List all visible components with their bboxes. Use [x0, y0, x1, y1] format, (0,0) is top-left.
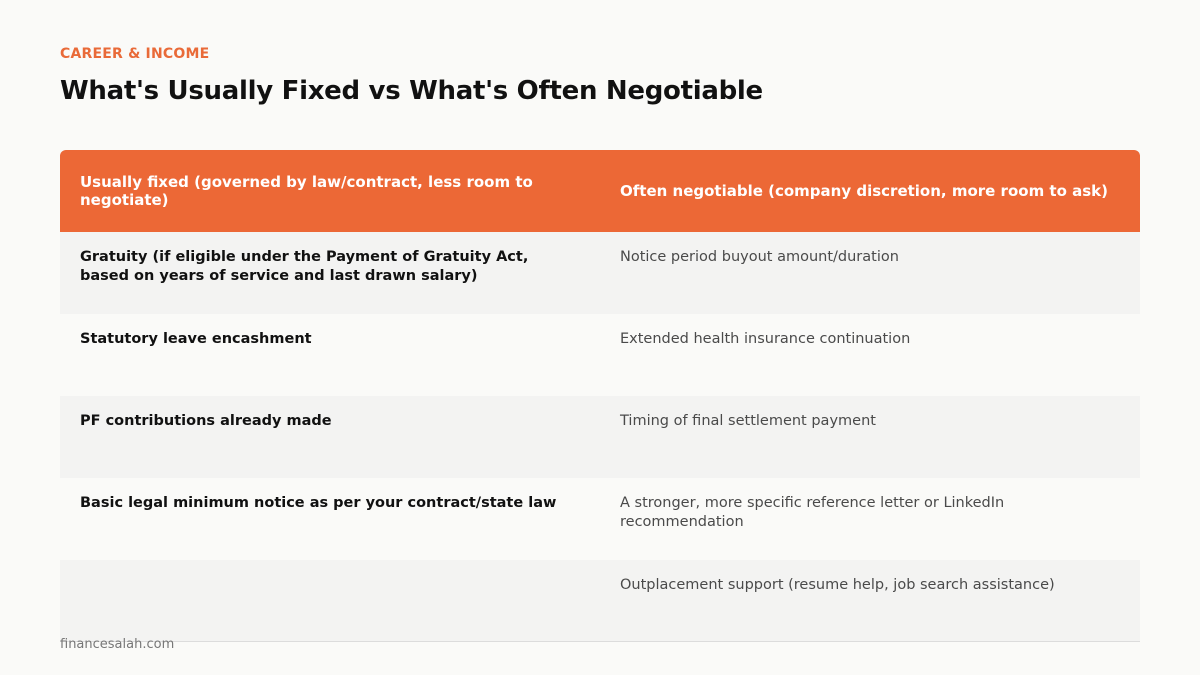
table-row: Statutory leave encashment Extended heal… — [60, 314, 1140, 396]
negotiable-cell: Timing of final settlement payment — [620, 413, 876, 429]
fixed-cell — [60, 560, 600, 641]
fixed-cell: Gratuity (if eligible under the Payment … — [80, 249, 529, 284]
category-label: CAREER & INCOME — [60, 46, 210, 62]
fixed-cell: PF contributions already made — [80, 413, 332, 429]
negotiable-cell: Outplacement support (resume help, job s… — [620, 577, 1055, 593]
column-header-negotiable: Often negotiable (company discretion, mo… — [620, 182, 1108, 200]
table-row: PF contributions already made Timing of … — [60, 396, 1140, 478]
table-row: Basic legal minimum notice as per your c… — [60, 478, 1140, 560]
page-title: What's Usually Fixed vs What's Often Neg… — [60, 76, 763, 106]
column-header-fixed: Usually fixed (governed by law/contract,… — [80, 173, 533, 209]
table-row: Outplacement support (resume help, job s… — [60, 560, 1140, 642]
negotiable-cell: A stronger, more specific reference lett… — [620, 495, 1005, 530]
fixed-cell: Statutory leave encashment — [80, 331, 312, 347]
negotiable-cell: Notice period buyout amount/duration — [620, 249, 899, 265]
footer-source: financesalah.com — [60, 637, 175, 652]
table-header: Usually fixed (governed by law/contract,… — [60, 150, 1140, 232]
table-row: Gratuity (if eligible under the Payment … — [60, 232, 1140, 314]
comparison-table: Usually fixed (governed by law/contract,… — [60, 150, 1140, 642]
fixed-cell: Basic legal minimum notice as per your c… — [80, 495, 557, 511]
negotiable-cell: Extended health insurance continuation — [620, 331, 911, 347]
